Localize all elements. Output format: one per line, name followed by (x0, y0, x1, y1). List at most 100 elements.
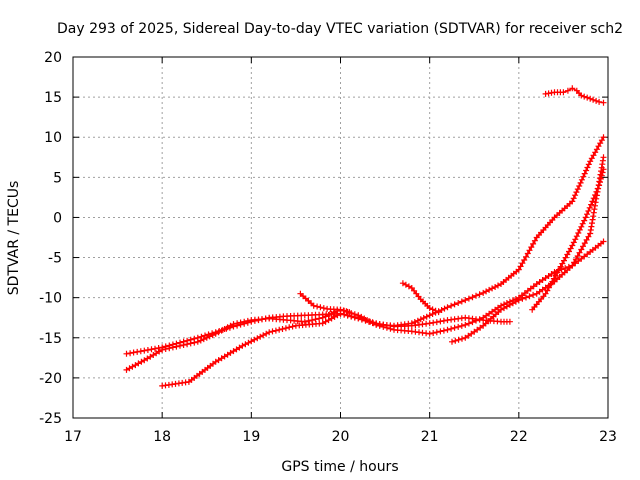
data-point-marker (289, 323, 296, 330)
data-point-marker (526, 247, 533, 254)
data-point-marker (417, 316, 424, 323)
axis-ticks: 17 18 19 20 21 22 23 -25 -20 -15 -10 -5 0 5 10 15 20 (39, 50, 617, 445)
data-point-marker (473, 292, 479, 299)
data-point-marker (272, 327, 279, 334)
data-point-marker (137, 348, 144, 355)
data-point-marker (209, 332, 216, 339)
data-point-marker (593, 188, 600, 195)
data-point-marker (583, 167, 590, 174)
y-tick-label: 20 (44, 50, 62, 66)
data-point-marker (597, 179, 603, 186)
data-point-marker (600, 134, 607, 141)
data-point-marker (184, 341, 191, 348)
data-point-marker (346, 309, 353, 316)
data-point-marker (234, 320, 241, 327)
data-point-marker (448, 302, 455, 309)
data-point-marker (593, 146, 600, 153)
data-point-marker (458, 322, 465, 329)
data-point-marker (310, 302, 317, 309)
data-point-marker (276, 326, 283, 333)
data-point-marker (282, 325, 289, 332)
data-point-marker (305, 317, 312, 324)
data-point-marker (348, 313, 355, 320)
data-point-marker (594, 185, 601, 192)
data-point-marker (517, 263, 524, 270)
data-point-marker (575, 230, 582, 236)
data-point-marker (423, 313, 430, 320)
data-point-marker (597, 175, 604, 182)
data-point-marker (569, 262, 576, 269)
data-point-marker (585, 233, 592, 240)
y-tick-label: -20 (39, 371, 62, 387)
series-layer (123, 85, 607, 389)
data-point-marker (286, 324, 293, 331)
data-point-marker (187, 340, 194, 347)
data-point-marker (244, 317, 251, 324)
data-point-marker (521, 257, 528, 263)
data-point-marker (444, 326, 451, 333)
data-point-marker (462, 297, 469, 304)
data-point-marker (579, 220, 586, 227)
data-point-marker (433, 329, 440, 336)
data-point-marker (574, 186, 581, 193)
data-point-marker (528, 244, 535, 251)
data-point-marker (578, 223, 585, 230)
data-point-marker (581, 170, 588, 177)
data-point-marker (586, 204, 593, 211)
data-point-marker (344, 312, 351, 319)
data-point-marker (459, 335, 465, 342)
y-tick-label: -10 (39, 291, 62, 307)
data-point-marker (362, 317, 369, 323)
data-point-marker (578, 176, 585, 183)
data-point-marker (523, 294, 529, 301)
data-point-marker (426, 312, 433, 319)
data-point-marker (571, 259, 578, 266)
data-point-marker (573, 233, 580, 240)
data-point-marker (441, 305, 448, 312)
data-point-marker (159, 346, 166, 353)
data-point-marker (452, 337, 459, 344)
data-point-marker (584, 164, 591, 171)
data-point-marker (572, 256, 579, 263)
data-point-marker (572, 192, 579, 199)
data-point-marker (599, 161, 606, 168)
data-point-marker (588, 201, 595, 208)
data-point-marker (430, 330, 437, 336)
data-point-marker (519, 295, 526, 302)
data-point-marker (581, 93, 588, 100)
data-point-marker (340, 307, 347, 314)
series-track-c (159, 310, 513, 389)
data-point-marker (177, 342, 183, 349)
data-point-marker (437, 328, 444, 335)
y-axis-label: SDTVAR / TECUs (6, 181, 22, 296)
y-tick-label: -15 (39, 331, 62, 347)
data-point-marker (596, 98, 603, 105)
data-point-marker (592, 192, 599, 198)
data-point-marker (583, 236, 590, 243)
x-axis-label: GPS time / hours (281, 459, 398, 475)
data-point-marker (515, 266, 522, 273)
y-tick-label: -25 (39, 411, 62, 427)
data-point-marker (435, 309, 442, 316)
data-point-marker (569, 198, 576, 205)
x-tick-label: 17 (64, 429, 82, 445)
data-point-marker (600, 238, 607, 245)
data-point-marker (451, 301, 458, 308)
data-point-marker (600, 154, 607, 161)
data-point-marker (455, 323, 462, 330)
data-point-marker (380, 321, 387, 328)
data-point-marker (531, 237, 538, 244)
data-point-marker (465, 320, 472, 327)
data-point-marker (590, 209, 597, 216)
data-point-marker (420, 315, 427, 321)
data-point-marker (314, 303, 321, 310)
data-point-marker (584, 94, 591, 101)
series-line (125, 240, 605, 371)
data-point-marker (476, 291, 483, 298)
data-point-marker (564, 87, 571, 94)
data-point-marker (578, 92, 585, 99)
data-point-marker (316, 315, 323, 322)
data-point-marker (573, 189, 580, 196)
data-point-marker (449, 338, 455, 345)
